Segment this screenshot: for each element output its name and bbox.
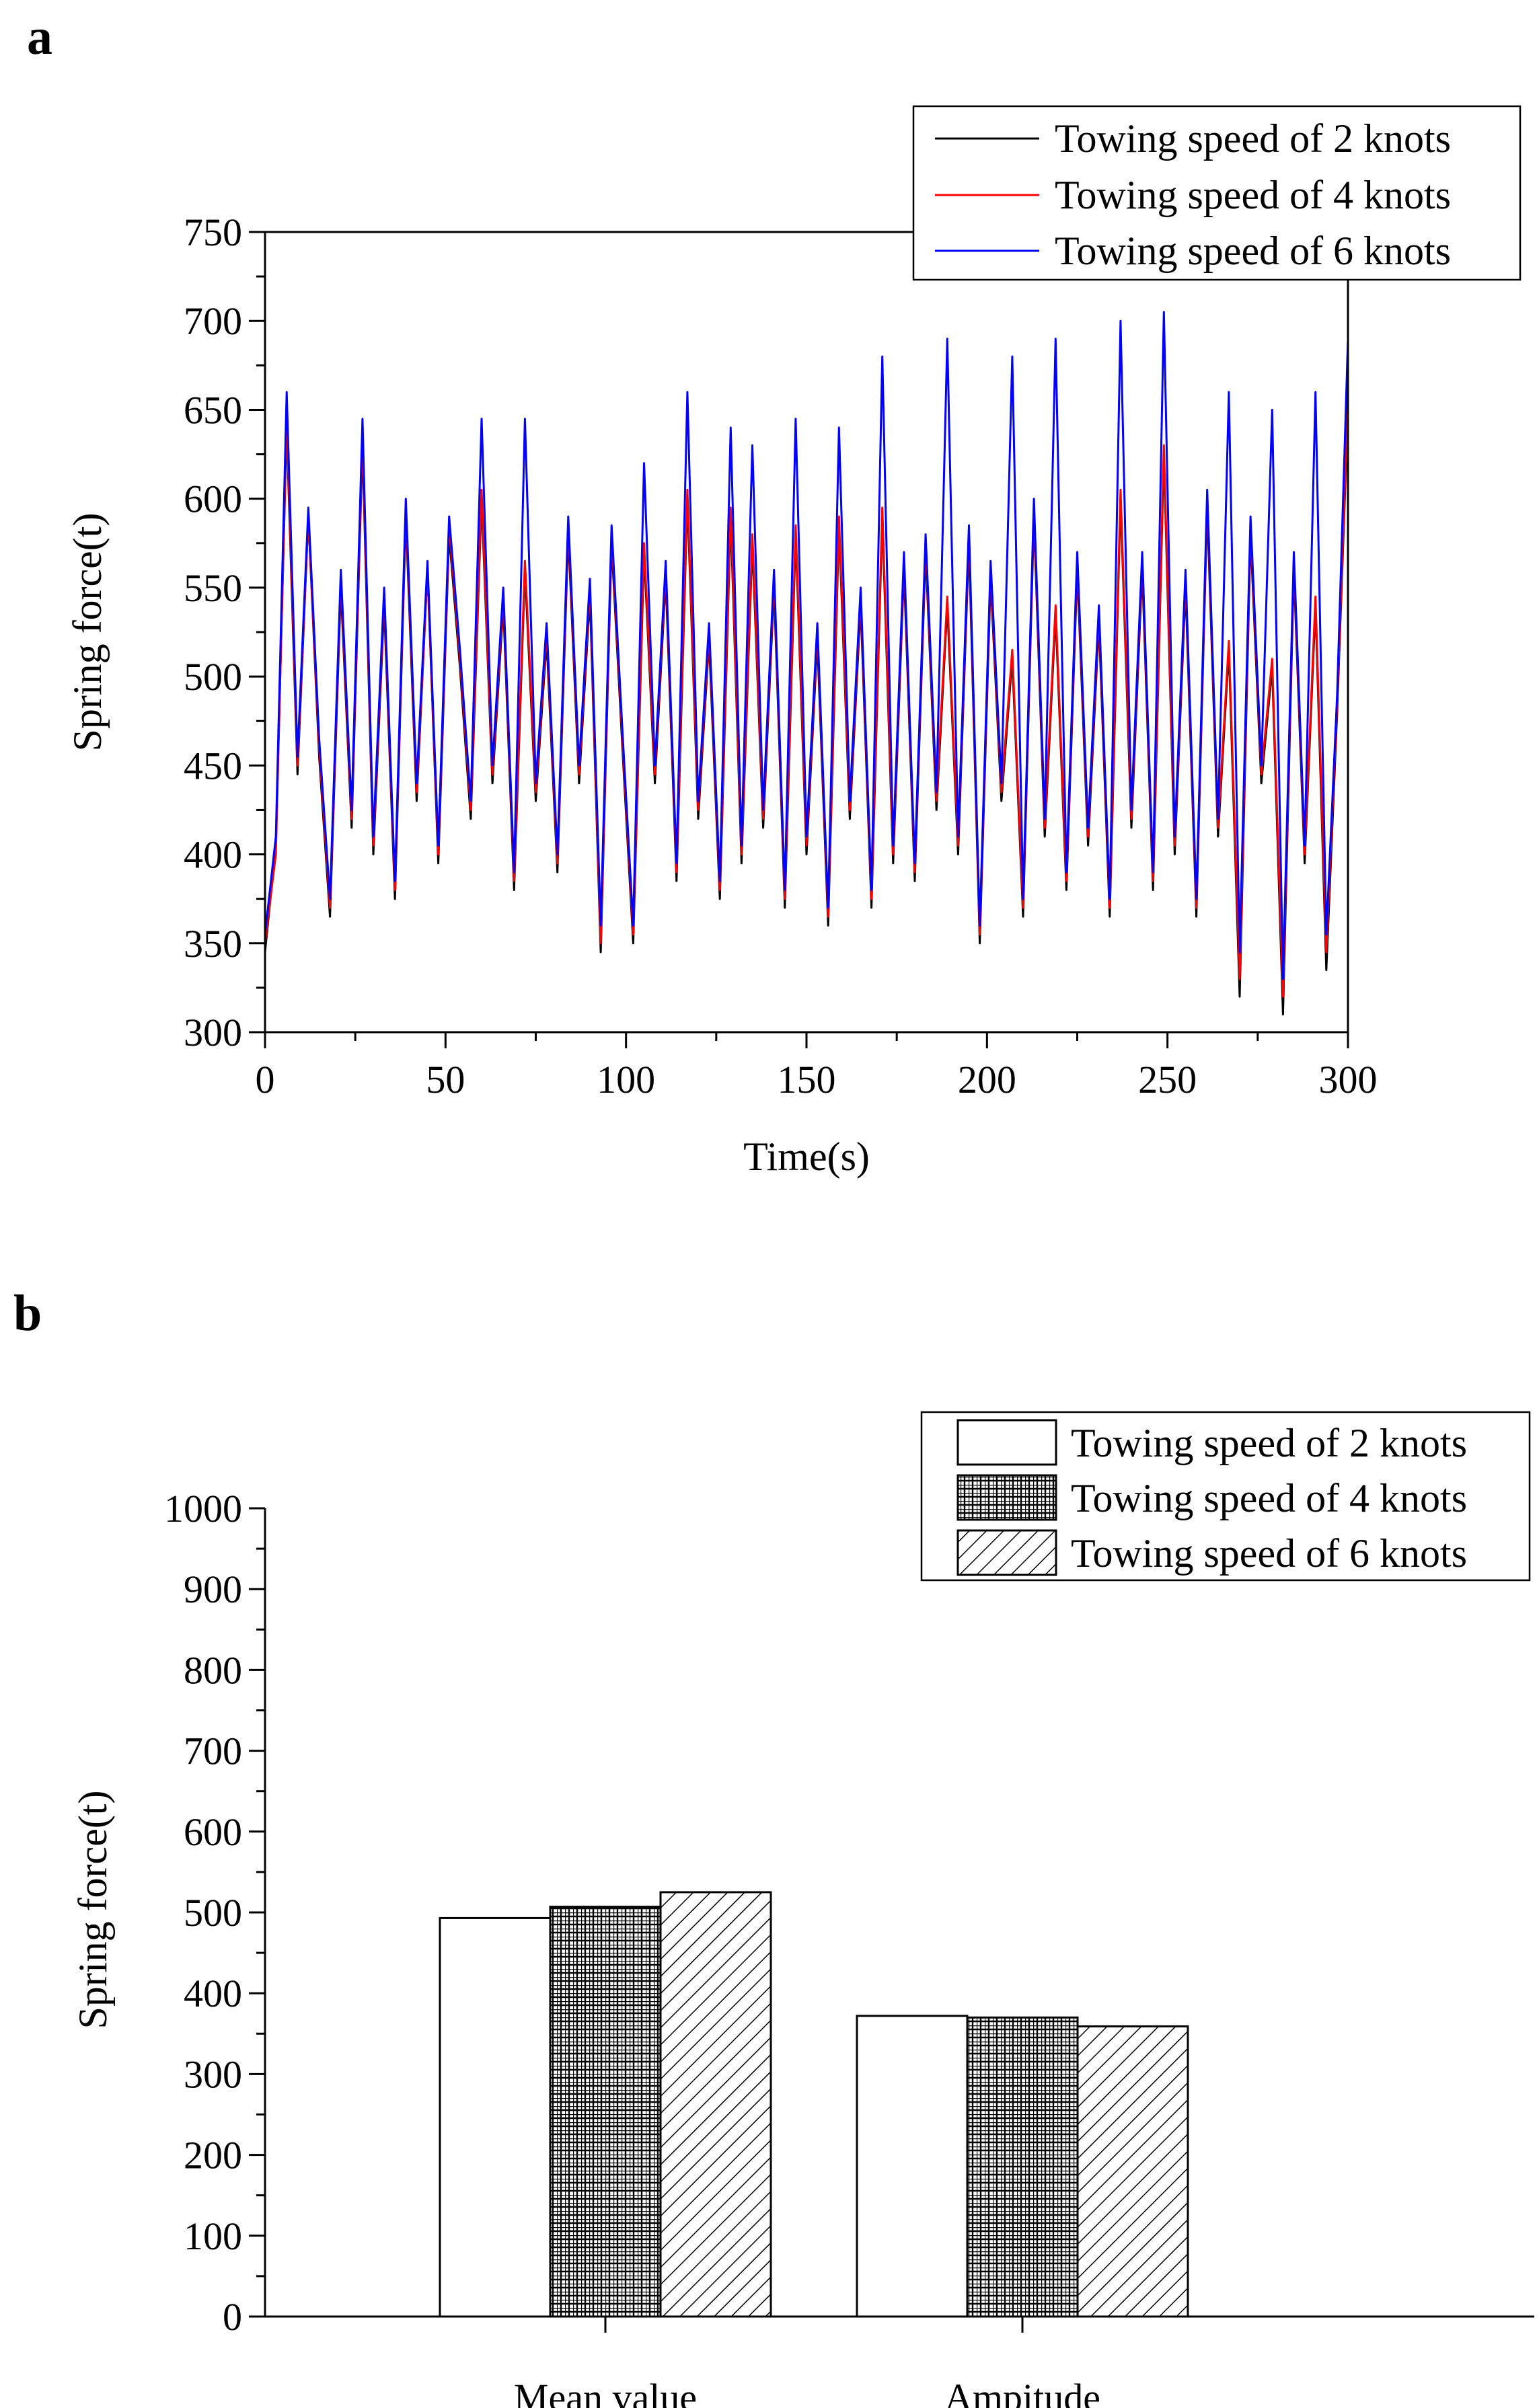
y-tick-label: 750 (184, 210, 242, 254)
bar-mean-value-series-2 (549, 1906, 662, 2318)
x-tick-label: 0 (256, 1058, 275, 1101)
legend: Towing speed of 2 knots Towing speed of … (920, 1411, 1531, 1582)
x-tick-label: 200 (958, 1058, 1016, 1101)
x-tick-label: 100 (597, 1058, 655, 1101)
y-tick-label: 500 (184, 655, 242, 699)
y-tick-label: 350 (184, 922, 242, 966)
plot-frame (264, 231, 1349, 1034)
y-axis-title: Spring force(t) (71, 1791, 115, 2029)
panel-b-label: b (13, 1285, 42, 1342)
legend-label-6-knots: Towing speed of 6 knots (1071, 1531, 1467, 1576)
y-tick-label: 100 (184, 2214, 242, 2258)
y-axis: 0 100 200 300 400 500 600 700 800 900 1000 (164, 1487, 265, 2339)
x-tick-label: 150 (778, 1058, 836, 1101)
y-tick-label: 0 (223, 2295, 242, 2339)
y-tick-label: 600 (184, 1810, 242, 1854)
y-tick-label: 550 (184, 566, 242, 610)
x-axis-title: Time(s) (743, 1134, 870, 1179)
y-axis-title: Spring force(t) (65, 513, 110, 752)
x-tick-label: Mean value (514, 2376, 697, 2408)
legend-swatch-6-knots (956, 1529, 1057, 1576)
x-tick-label: 50 (426, 1058, 465, 1101)
legend: Towing speed of 2 knots Towing speed of … (912, 105, 1522, 281)
x-tick-label: 300 (1319, 1058, 1378, 1101)
y-tick-label: 650 (184, 388, 242, 432)
line-chart: 300 350 400 450 500 550 600 650 700 750 0 50 100 150… (65, 105, 1522, 1179)
x-tick-label: Ampitude (944, 2376, 1100, 2408)
y-tick-label: 700 (184, 1730, 242, 1773)
y-tick-label: 1000 (164, 1487, 242, 1530)
legend-label-4-knots: Towing speed of 4 knots (1055, 173, 1451, 217)
series-line-1 (264, 410, 1349, 1016)
bar-ampitude-series-3 (1076, 2025, 1189, 2318)
bar-chart: 0 100 200 300 400 500 600 700 800 900 1000 Mean va… (71, 1411, 1534, 2408)
bar-group (439, 1891, 1189, 2318)
y-tick-label: 600 (184, 477, 242, 521)
y-tick-label: 800 (184, 1648, 242, 1692)
legend-swatch-2-knots (956, 1419, 1057, 1466)
legend-label-4-knots: Towing speed of 4 knots (1071, 1476, 1467, 1520)
y-tick-label: 300 (184, 2052, 242, 2096)
y-tick-label: 900 (184, 1567, 242, 1611)
legend-label-2-knots: Towing speed of 2 knots (1071, 1421, 1467, 1465)
y-axis: 300 350 400 450 500 550 600 650 700 750 (184, 210, 265, 1054)
legend-swatch-4-knots (956, 1474, 1057, 1521)
y-tick-label: 400 (184, 1972, 242, 2015)
y-tick-label: 500 (184, 1891, 242, 1935)
y-tick-label: 450 (184, 744, 242, 787)
y-tick-label: 700 (184, 299, 242, 343)
panel-a-label: a (27, 9, 52, 65)
x-axis: 0 50 100 150 200 250 300 (256, 1032, 1378, 1101)
y-tick-label: 300 (184, 1011, 242, 1054)
bar-ampitude-series-1 (856, 2015, 969, 2318)
y-tick-label: 400 (184, 833, 242, 877)
y-tick-label: 200 (184, 2134, 242, 2177)
x-tick-label: 250 (1138, 1058, 1197, 1101)
line-series-group (264, 311, 1349, 1016)
legend-label-6-knots: Towing speed of 6 knots (1055, 229, 1451, 273)
x-axis: Mean value Ampitude (514, 2317, 1100, 2408)
series-line-2 (264, 401, 1349, 998)
bar-mean-value-series-3 (659, 1891, 772, 2318)
bar-ampitude-series-2 (966, 2016, 1079, 2318)
bar-mean-value-series-1 (439, 1916, 552, 2318)
series-line-3 (264, 311, 1349, 980)
legend-label-2-knots: Towing speed of 2 knots (1055, 116, 1451, 161)
